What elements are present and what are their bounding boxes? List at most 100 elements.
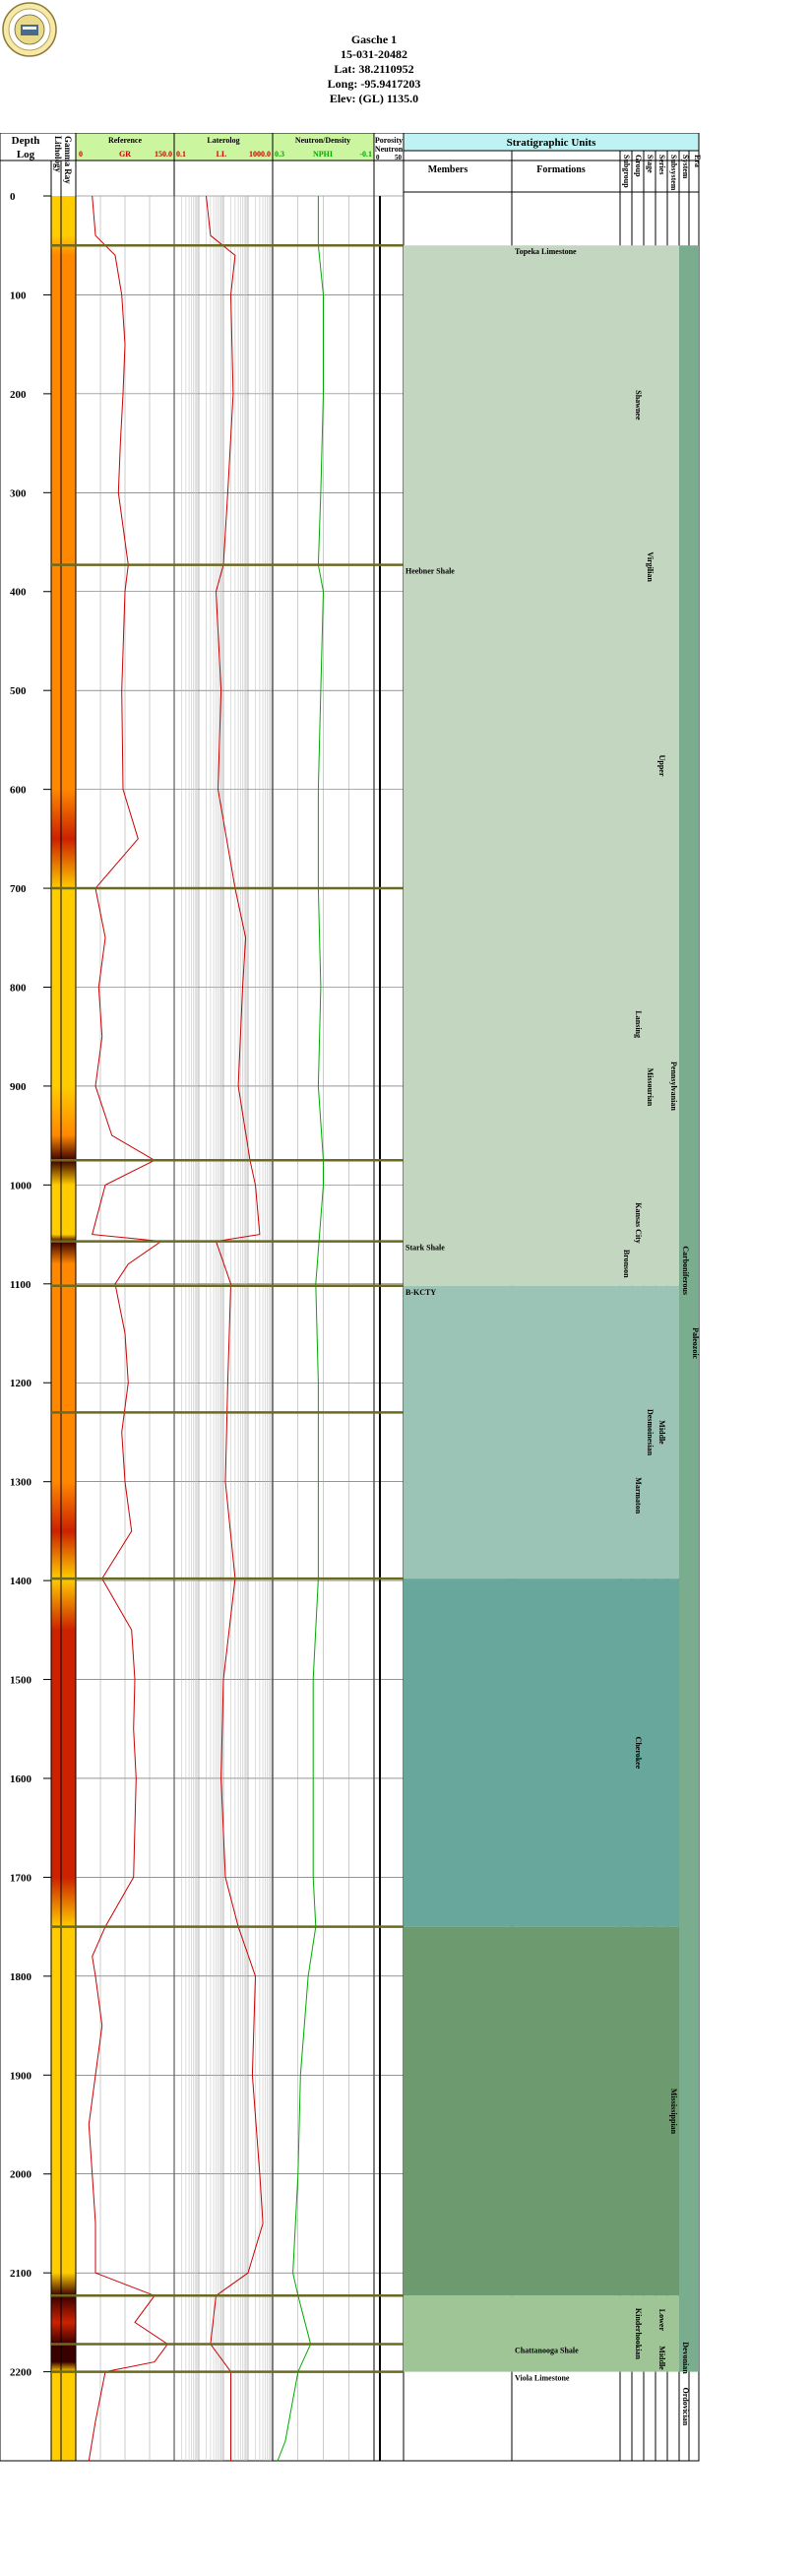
lithology-column [51, 196, 61, 2461]
depth-title: Depth [12, 135, 40, 147]
depth-label: 1600 [10, 1773, 32, 1785]
series-label: Upper [657, 755, 666, 777]
formation-label: Chattanooga Shale [515, 2346, 579, 2354]
depth-label: 800 [10, 982, 27, 994]
depth-label: 1700 [10, 1872, 32, 1884]
neutron-title: Neutron [375, 145, 404, 154]
longitude: Long: -95.9417203 [327, 77, 421, 91]
porosity-track-border [373, 160, 405, 2462]
survey-seal-logo [2, 2, 57, 57]
series-label: Middle [657, 1420, 666, 1445]
depth-label: 1500 [10, 1675, 32, 1687]
group-label: Cherokee [634, 1737, 643, 1770]
stage-label: Desmoinesian [646, 1409, 655, 1456]
nphi-curve [277, 196, 325, 2462]
formation-label: Topeka Limestone [515, 247, 577, 256]
well-name: Gasche 1 [350, 32, 398, 46]
strat-column-headers: Members Formations Subgroup Group Stage Ser… [403, 150, 702, 193]
depth-label: 1900 [10, 2070, 32, 2082]
strat-interval-fill [404, 2295, 679, 2372]
strat-column-header: System [681, 155, 690, 179]
laterolog-max: 1000.0 [249, 150, 271, 159]
ll-curve [206, 195, 264, 2461]
laterolog-min: 0.1 [176, 150, 186, 159]
members-column-header: Members [428, 164, 468, 175]
depth-label: 1100 [10, 1279, 31, 1291]
nphi-curve-name: NPHI [313, 150, 333, 159]
log-title: Log [17, 149, 35, 161]
depth-label: 1200 [10, 1378, 32, 1389]
nphi-min: 0.3 [275, 150, 284, 159]
reference-max: 150.0 [155, 150, 172, 159]
strat-column-header: Stage [646, 155, 655, 173]
depth-label: 2100 [10, 2268, 32, 2280]
depth-label: 0 [10, 191, 16, 203]
strat-column-header: Group [634, 155, 643, 177]
laterolog-title: Laterolog [207, 136, 239, 145]
era-fill [679, 245, 699, 2372]
nphi-max: -0.1 [359, 150, 372, 159]
strat-column-header: Era [693, 155, 702, 167]
member-label: Heebner Shale [406, 567, 455, 576]
depth-label: 500 [10, 685, 27, 697]
depth-label: 900 [10, 1081, 27, 1093]
series-label: Lower [657, 2309, 666, 2332]
strat-column-header: Series [657, 155, 666, 174]
series-label: Middle [657, 2346, 666, 2370]
gr-curve [88, 195, 169, 2462]
depth-label: 200 [10, 389, 27, 401]
system-label: Carboniferous [681, 1246, 690, 1295]
reference-min: 0 [79, 150, 83, 159]
strat-column-header: Subgroup [622, 155, 631, 188]
stage-label: Missourian [646, 1068, 655, 1107]
well-log-chart: Depth Log Lithology Gamma Ray Reference … [0, 133, 702, 2462]
track-headers: Depth Log Lithology Gamma Ray Reference … [0, 133, 700, 184]
strat-interval-fill [404, 245, 679, 1286]
depth-label: 300 [10, 487, 27, 499]
depth-label: 600 [10, 785, 27, 797]
depth-label: 1800 [10, 1971, 32, 1983]
subsystem-label: Mississippian [669, 2089, 678, 2135]
strat-title: Stratigraphic Units [507, 137, 596, 149]
header: Gasche 1 15-031-20482 Lat: 38.2110952 Lo… [0, 0, 812, 128]
porosity-title: Porosity [375, 136, 403, 145]
reference-title: Reference [108, 136, 143, 145]
group-label: Marmaton [634, 1477, 643, 1513]
depth-label: 1000 [10, 1180, 32, 1191]
system-label: Devonian [681, 2342, 690, 2374]
elevation: Elev: (GL) 1135.0 [329, 92, 419, 105]
member-label: Stark Shale [406, 1244, 445, 1253]
subsystem-label: Pennsylvanian [669, 1062, 678, 1111]
depth-label: 1400 [10, 1576, 32, 1587]
laterolog-curve-name: LL [217, 150, 227, 159]
depth-label: 100 [10, 290, 27, 301]
porosity-max: 50 [395, 154, 403, 161]
depth-label: 2200 [10, 2367, 32, 2379]
depth-track-border [0, 160, 52, 2462]
formation-label: Viola Limestone [515, 2374, 570, 2383]
strat-interval-fill [404, 1926, 679, 2296]
system-label: Ordovician [681, 2387, 690, 2425]
latitude: Lat: 38.2110952 [334, 62, 414, 76]
depth-label: 2000 [10, 2169, 32, 2181]
group-label: Shawnee [634, 390, 643, 420]
porosity-min: 0 [376, 154, 380, 161]
depth-label: 1300 [10, 1477, 32, 1489]
era-label: Paleozoic [691, 1327, 700, 1359]
well-info: Gasche 1 15-031-20482 Lat: 38.2110952 Lo… [276, 32, 472, 106]
subgroup-label: Bronson [622, 1250, 631, 1278]
group-label: Kinderhookian [634, 2308, 643, 2360]
neutron-density-title: Neutron/Density [295, 136, 350, 145]
strat-interval-fill [404, 1578, 679, 1927]
group-label: Lansing [634, 1010, 643, 1038]
formations-column-header: Formations [536, 164, 586, 175]
group-label: Kansas City [634, 1202, 643, 1244]
member-label: B-KCTY [406, 1288, 436, 1297]
api-number: 15-031-20482 [341, 47, 407, 61]
depth-label: 700 [10, 883, 27, 895]
lithology-title: Lithology [53, 136, 63, 173]
strat-column-header: Subsystem [669, 155, 678, 191]
strat-interval-fill [404, 1285, 679, 1579]
depth-label: 400 [10, 587, 27, 599]
reference-curve-name: GR [119, 150, 131, 159]
